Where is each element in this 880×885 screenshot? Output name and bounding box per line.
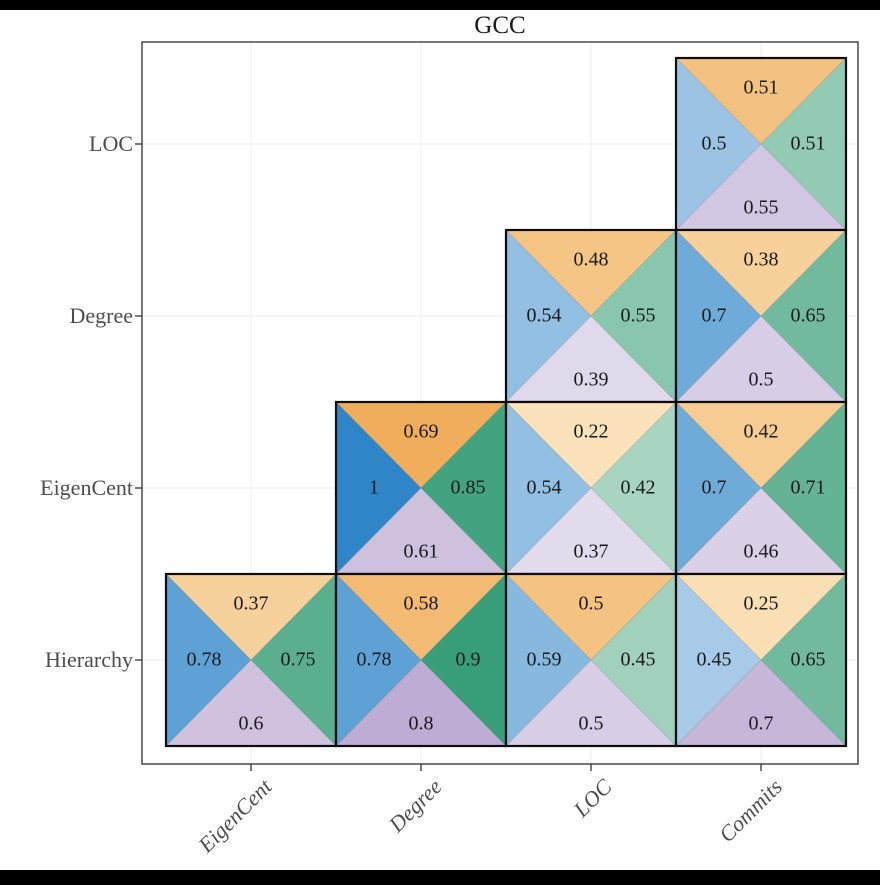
value-label-right: 0.51	[791, 133, 826, 155]
y-axis-label: EigenCent	[40, 475, 133, 500]
value-label-top: 0.51	[744, 77, 779, 99]
value-label-left: 0.5	[702, 133, 727, 155]
cell-border	[674, 572, 848, 748]
value-label-bottom: 0.8	[409, 713, 434, 735]
value-label-bottom: 0.37	[574, 541, 609, 563]
value-label-bottom: 0.46	[744, 541, 779, 563]
value-label-bottom: 0.7	[749, 713, 774, 735]
value-label-left: 1	[369, 477, 379, 499]
value-label-right: 0.75	[281, 649, 316, 671]
top-border-bar	[0, 0, 880, 10]
value-label-top: 0.58	[404, 593, 439, 615]
value-label-left: 0.7	[702, 305, 727, 327]
value-label-left: 0.78	[357, 649, 392, 671]
value-label-bottom: 0.39	[574, 369, 609, 391]
value-label-left: 0.78	[187, 649, 222, 671]
value-label-right: 0.85	[451, 477, 486, 499]
value-label-right: 0.71	[791, 477, 826, 499]
value-label-left: 0.59	[527, 649, 562, 671]
value-label-top: 0.37	[234, 593, 269, 615]
value-label-right: 0.45	[621, 649, 656, 671]
value-label-right: 0.55	[621, 305, 656, 327]
value-label-bottom: 0.5	[579, 713, 604, 735]
value-label-right: 0.65	[791, 649, 826, 671]
value-label-right: 0.42	[621, 477, 656, 499]
y-axis-label: Hierarchy	[45, 647, 133, 672]
value-label-top: 0.22	[574, 421, 609, 443]
value-label-right: 0.9	[456, 649, 481, 671]
value-label-top: 0.25	[744, 593, 779, 615]
value-label-bottom: 0.55	[744, 197, 779, 219]
y-axis-label: LOC	[89, 131, 133, 156]
value-label-right: 0.65	[791, 305, 826, 327]
chart-title: GCC	[474, 12, 526, 39]
value-label-left: 0.45	[697, 649, 732, 671]
value-label-left: 0.54	[527, 305, 562, 327]
value-label-top: 0.5	[579, 593, 604, 615]
value-label-top: 0.69	[404, 421, 439, 443]
value-label-bottom: 0.5	[749, 369, 774, 391]
y-axis-label: Degree	[69, 303, 133, 328]
value-label-bottom: 0.61	[404, 541, 439, 563]
value-label-top: 0.38	[744, 249, 779, 271]
value-label-bottom: 0.6	[239, 713, 264, 735]
value-label-top: 0.42	[744, 421, 779, 443]
panel-border	[141, 41, 859, 765]
value-label-left: 0.7	[702, 477, 727, 499]
value-label-left: 0.54	[527, 477, 562, 499]
value-label-top: 0.48	[574, 249, 609, 271]
bottom-border-bar	[0, 870, 880, 885]
